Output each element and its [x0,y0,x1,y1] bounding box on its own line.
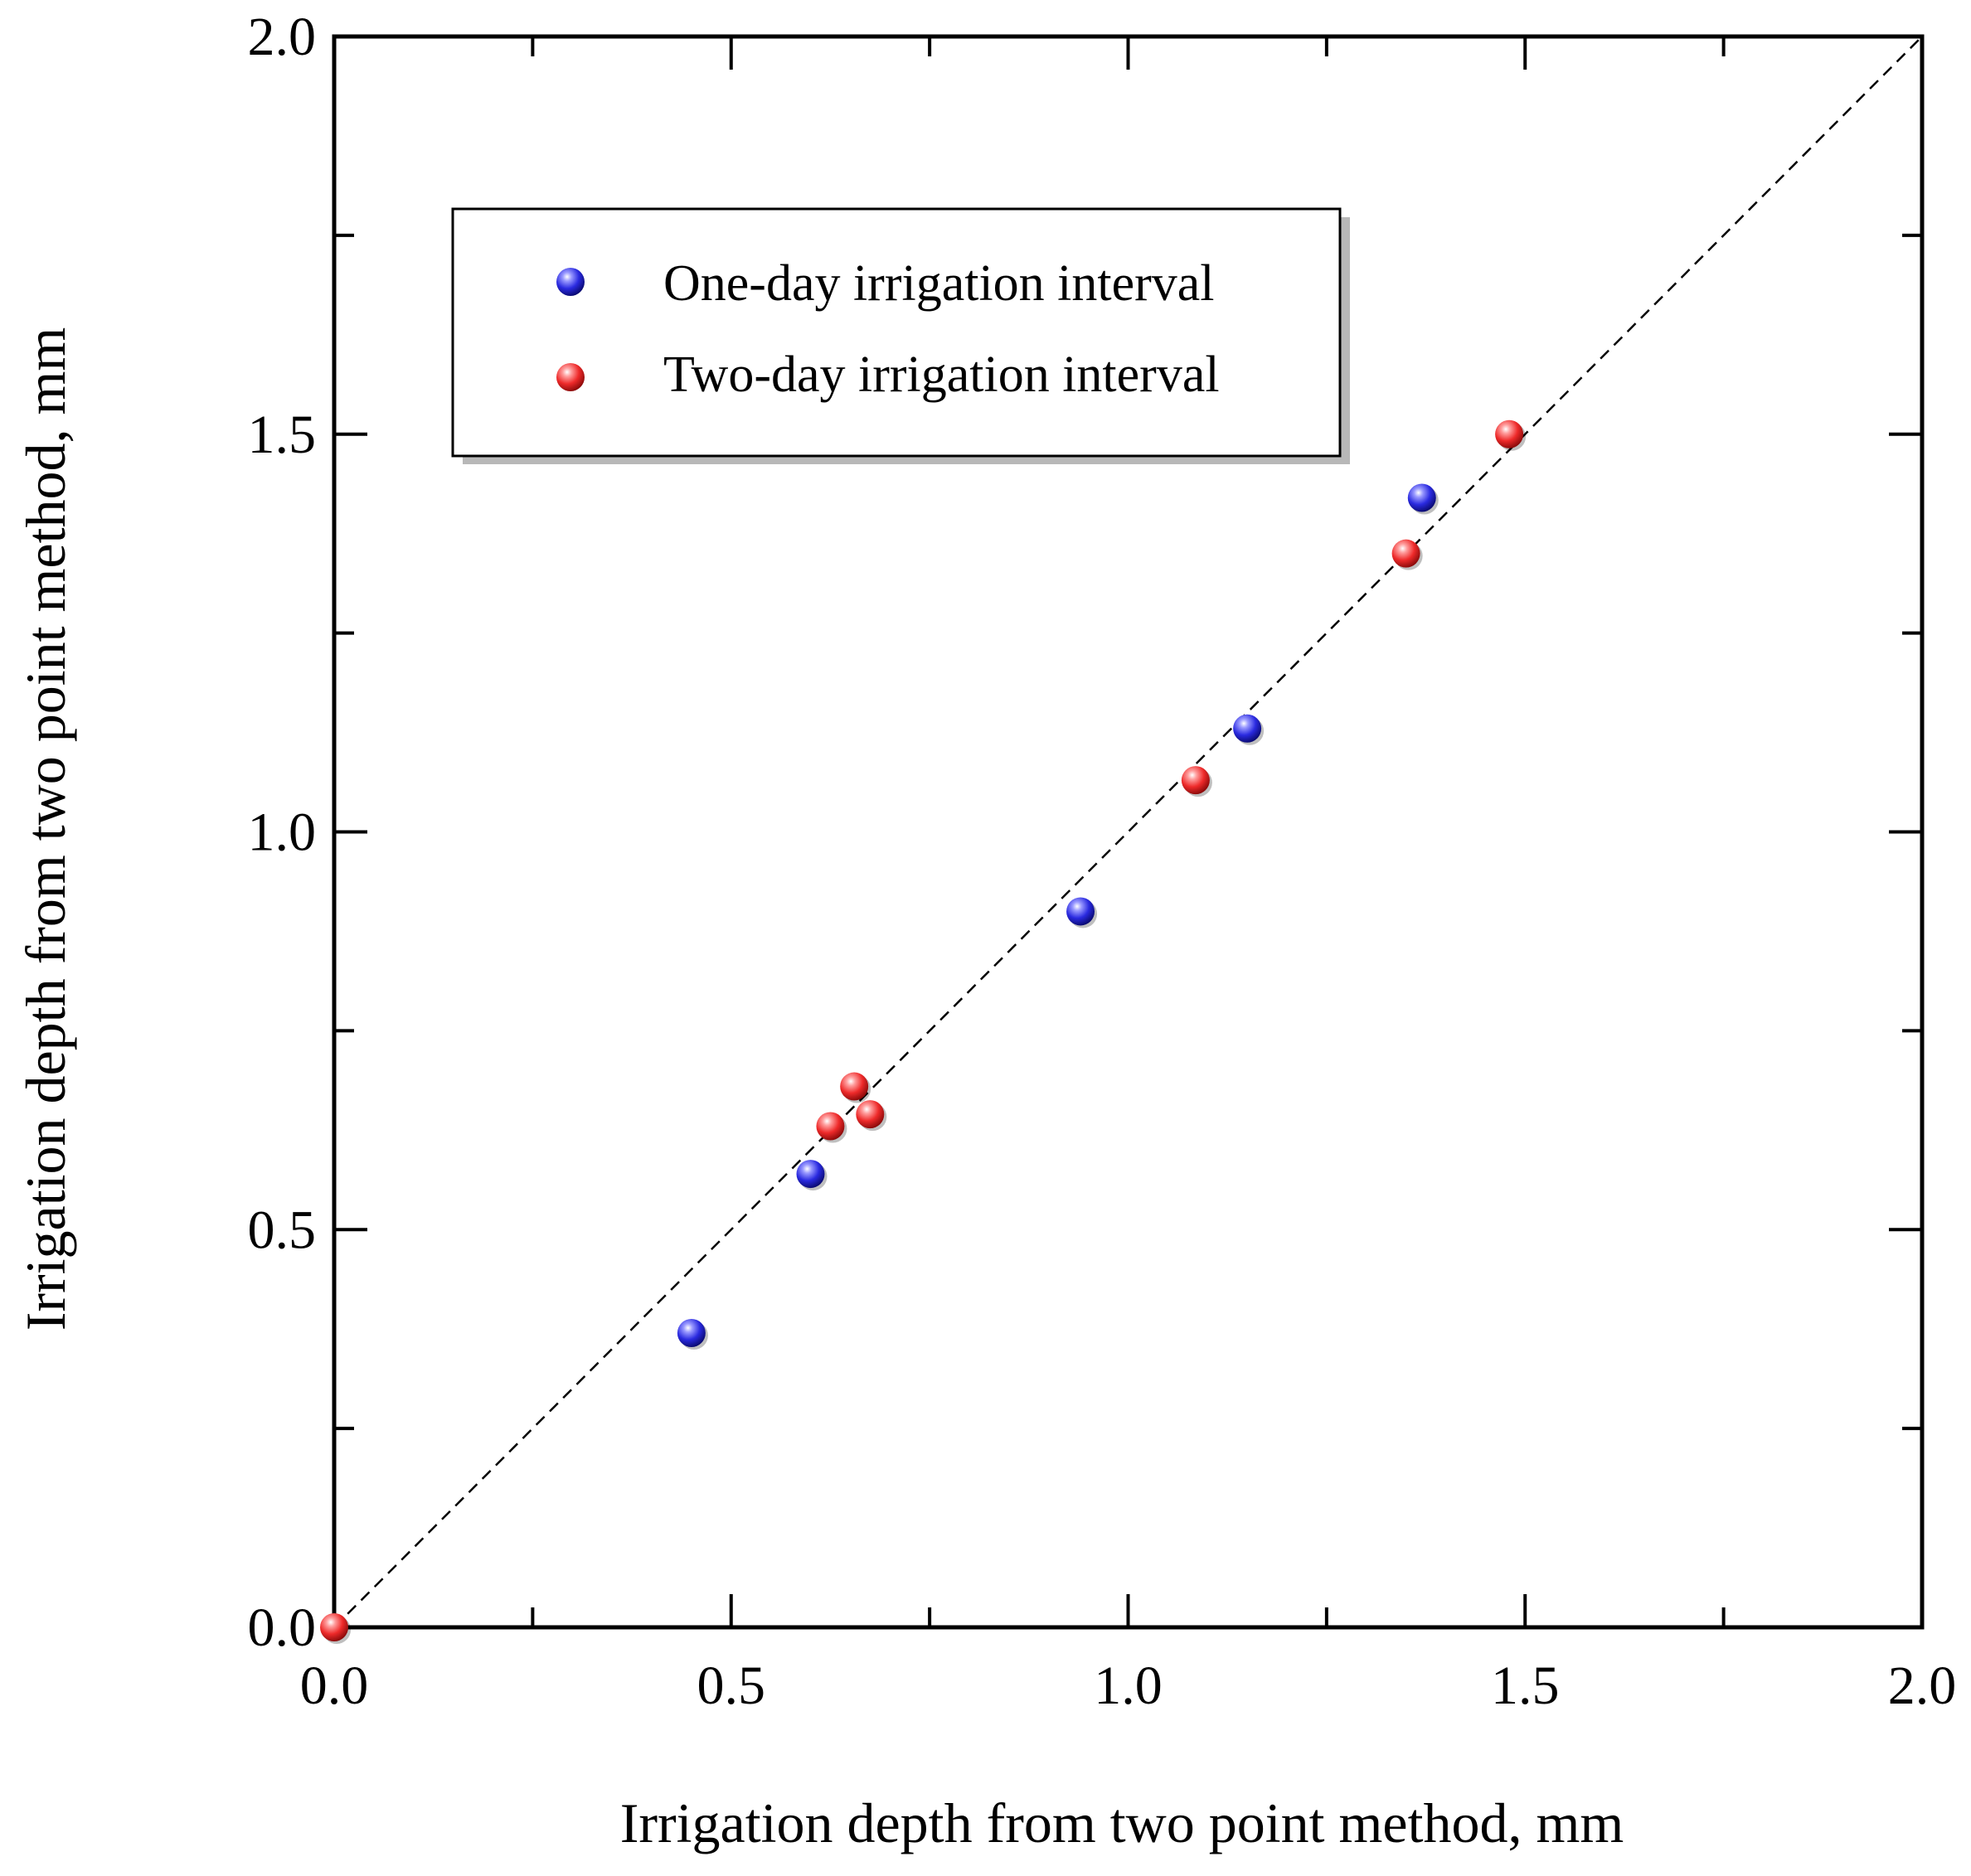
axis-ticks: 0.0 0.5 1.0 1.5 2.0 0.0 0.5 1.0 1.5 2.0 [248,7,1957,1716]
one-to-one-reference-line [333,36,1923,1628]
y-tick-label: 2.0 [248,7,317,67]
data-point-two-day [1181,766,1210,795]
data-point-one-day [677,1318,706,1347]
data-point-two-day [840,1072,869,1101]
legend-label-two-day: Two-day irrigation interval [663,347,1220,403]
y-tick-label: 1.0 [248,802,317,863]
data-point-two-day [856,1100,885,1129]
x-tick-label: 0.0 [300,1655,369,1716]
data-point-one-day [796,1160,825,1189]
data-point-one-day [1066,897,1095,926]
reference-line-group [333,36,1923,1628]
x-tick-label: 2.0 [1888,1655,1957,1716]
data-points [320,419,1527,1644]
data-point-two-day [1391,539,1420,568]
data-point-two-day [816,1112,845,1141]
data-point-one-day [1233,714,1262,743]
x-tick-label: 1.5 [1491,1655,1560,1716]
data-point-one-day [1407,483,1436,512]
y-axis-title: Irrigation depth from two point method, … [14,327,77,1331]
y-tick-label: 1.5 [248,405,317,465]
y-tick-label: 0.5 [248,1200,317,1260]
x-axis-title: Irrigation depth from two point method, … [620,1791,1624,1854]
x-tick-label: 1.0 [1094,1655,1163,1716]
data-point-two-day [1495,419,1524,448]
legend: One-day irrigation interval Two-day irri… [451,207,1350,464]
data-point-two-day [320,1613,348,1641]
y-tick-label: 0.0 [248,1597,317,1658]
x-tick-label: 0.5 [697,1655,766,1716]
legend-label-one-day: One-day irrigation interval [663,255,1215,312]
legend-marker-one-day [556,268,585,296]
legend-marker-two-day [556,363,585,391]
legend-box [451,207,1342,458]
